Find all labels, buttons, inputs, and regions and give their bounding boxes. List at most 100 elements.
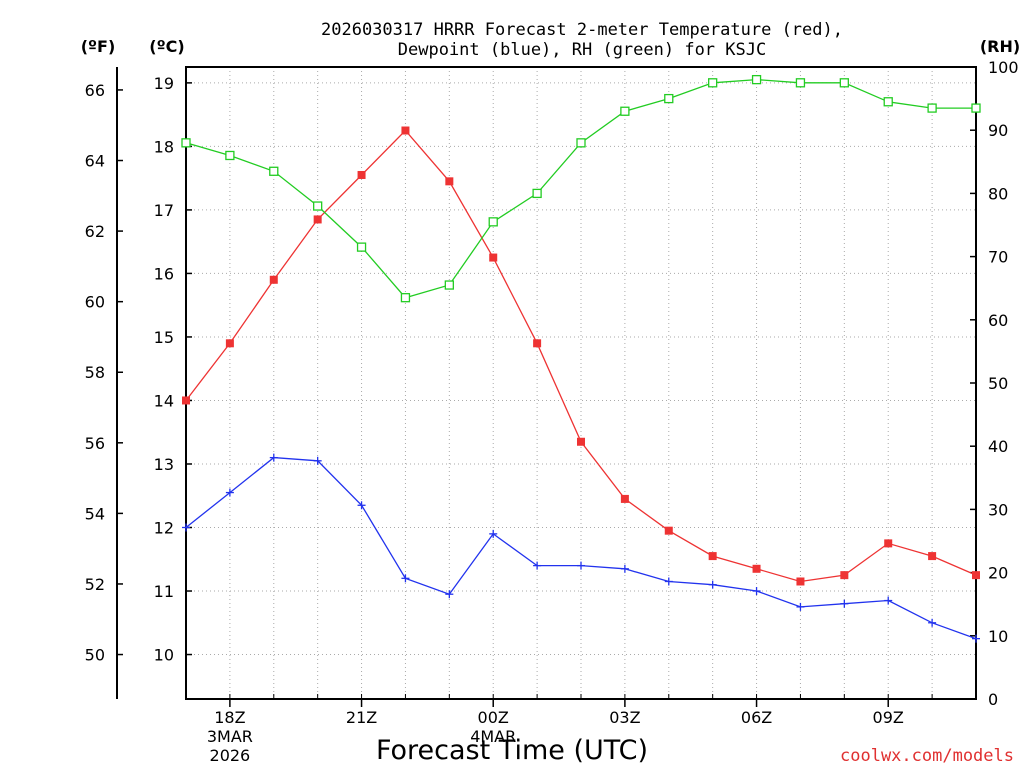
temperature-point [357, 170, 366, 179]
rh-point [400, 293, 411, 303]
dewpoint-point [313, 456, 322, 465]
dewpoint-point [489, 529, 498, 538]
dewpoint-point [445, 590, 454, 599]
temperature-point [928, 552, 937, 561]
chart-title-line2: Dewpoint (blue), RH (green) for KSJC [398, 40, 766, 60]
rh-point [620, 106, 630, 116]
temperature-point [664, 526, 673, 535]
celsius-tick-label: 17 [154, 201, 174, 220]
temperature-point [313, 215, 322, 224]
rh-tick-label: 10 [988, 627, 1008, 646]
rh-tick-label: 50 [988, 374, 1008, 393]
dewpoint-point [972, 634, 980, 643]
fahrenheit-tick-label: 54 [85, 504, 105, 523]
rh-point [927, 103, 937, 113]
dewpoint-point [577, 561, 585, 570]
rh-tick-label: 60 [988, 311, 1008, 330]
x-tick-year-label: 2026 [210, 746, 251, 765]
chart-title-line1: 2026030317 HRRR Forecast 2-meter Tempera… [321, 20, 843, 40]
celsius-tick-label: 12 [154, 519, 174, 538]
rh-tick-label: 100 [988, 58, 1019, 77]
dewpoint-point [708, 580, 717, 589]
temperature-point [269, 275, 278, 284]
dewpoint-point [357, 501, 366, 510]
temperature-point [708, 552, 717, 561]
fahrenheit-tick-label: 66 [85, 81, 105, 100]
fahrenheit-tick-label: 64 [85, 152, 105, 171]
series-rh [181, 74, 981, 303]
rh-point [532, 188, 542, 199]
fahrenheit-axis-label: (ºF) [81, 37, 116, 56]
rh-tick-label: 70 [988, 248, 1008, 267]
rh-point [883, 97, 893, 107]
rh-point [664, 93, 674, 104]
fahrenheit-tick-label: 50 [85, 646, 105, 665]
dewpoint-point [401, 574, 410, 583]
rh-point [576, 138, 586, 148]
rh-point [444, 280, 454, 290]
x-tick-label: 18Z [214, 708, 245, 727]
series-temperature [182, 126, 980, 586]
rh-point [839, 78, 849, 88]
temperature-point [840, 571, 849, 580]
celsius-tick-label: 13 [154, 455, 174, 474]
rh-tick-label: 30 [988, 500, 1008, 519]
rh-point [181, 138, 191, 148]
dewpoint-point [269, 453, 278, 462]
rh-point [795, 78, 806, 88]
rh-point [751, 74, 762, 85]
x-tick-date-label: 4MAR [470, 727, 516, 746]
rh-point [225, 150, 235, 161]
fahrenheit-tick-label: 52 [85, 575, 105, 594]
temperature-point [972, 571, 980, 580]
dewpoint-point [752, 587, 761, 596]
rh-tick-label: 90 [988, 121, 1008, 140]
rh-point [971, 103, 981, 113]
temperature-point [752, 564, 761, 573]
rh-tick-label: 20 [988, 564, 1008, 583]
celsius-tick-label: 15 [154, 328, 174, 347]
celsius-tick-label: 14 [154, 391, 174, 410]
x-tick-label: 03Z [609, 708, 640, 727]
temperature-point [489, 253, 498, 262]
temperature-point [225, 339, 234, 348]
dewpoint-point [840, 599, 849, 608]
celsius-tick-label: 10 [154, 646, 174, 665]
series-dewpoint [182, 453, 980, 643]
rh-point [313, 201, 323, 211]
watermark: coolwx.com/models [840, 746, 1014, 766]
celsius-tick-label: 16 [154, 264, 174, 283]
x-tick-label: 21Z [346, 708, 377, 727]
temperature-point [445, 177, 454, 186]
x-axis-label: Forecast Time (UTC) [376, 735, 648, 766]
celsius-tick-label: 18 [154, 137, 174, 156]
fahrenheit-tick-label: 62 [85, 222, 105, 241]
x-tick-label: 06Z [741, 708, 772, 727]
temperature-point [533, 339, 542, 348]
dewpoint-point [664, 577, 673, 586]
temperature-point [884, 539, 893, 548]
rh-tick-label: 40 [988, 437, 1008, 456]
temperature-point [796, 577, 805, 586]
rh-point [356, 242, 367, 252]
dewpoint-point [928, 618, 937, 627]
rh-point [269, 166, 279, 176]
rh-tick-label: 0 [988, 690, 998, 709]
dewpoint-point [225, 488, 234, 497]
data-series [181, 74, 981, 643]
dewpoint-point [182, 523, 190, 532]
celsius-axis-label: (ºC) [149, 37, 184, 56]
dewpoint-point [533, 561, 542, 570]
axes: 10 11 12 13 14 15 16 17 18 19 50 52 54 56 58 60 62 64 66 0 1… [85, 58, 1019, 765]
dewpoint-point [884, 596, 893, 605]
rh-axis-label: (RH) [980, 37, 1020, 56]
dewpoint-point [620, 564, 629, 573]
x-tick-label: 00Z [478, 708, 509, 727]
x-tick-date-label: 3MAR [207, 727, 253, 746]
temperature-point [182, 396, 190, 405]
rh-tick-label: 80 [988, 184, 1008, 203]
temperature-point [401, 126, 410, 135]
fahrenheit-tick-label: 60 [85, 293, 105, 312]
